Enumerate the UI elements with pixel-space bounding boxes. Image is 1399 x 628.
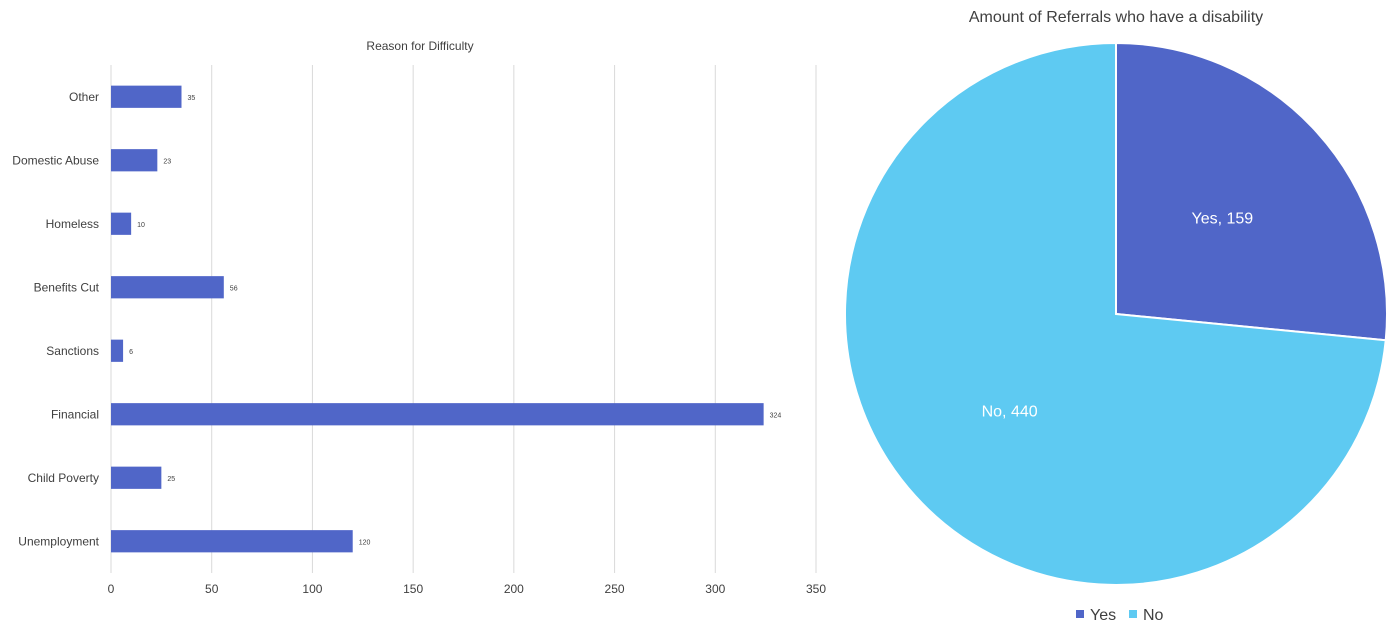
legend-label: No — [1143, 607, 1164, 624]
pie-slice-yes — [1115, 41, 1389, 342]
category-label: Other — [69, 90, 99, 104]
bar-value-label: 25 — [167, 476, 175, 483]
category-label: Child Poverty — [28, 471, 99, 485]
bar — [111, 403, 764, 426]
bar-value-label: 324 — [770, 412, 782, 419]
x-tick-label: 0 — [108, 582, 115, 596]
bar-category-labels: Other Domestic Abuse Homeless Benefits Cut S… — [12, 90, 99, 549]
pie-chart: Amount of Referrals who have a disabilit… — [844, 9, 1389, 624]
pie-data-labels: Yes, 159 No, 440 — [982, 210, 1254, 420]
pie-data-label: No, 440 — [982, 404, 1038, 421]
bar — [111, 466, 162, 489]
bar-gridlines — [110, 65, 817, 573]
pie-slices — [844, 41, 1389, 586]
bar-value-label: 23 — [163, 158, 171, 165]
category-label: Unemployment — [18, 534, 99, 548]
pie-legend: Yes No — [1076, 607, 1164, 624]
legend-swatch-yes — [1076, 610, 1084, 618]
bar — [111, 530, 353, 553]
bar-value-label: 56 — [230, 285, 238, 292]
category-label: Benefits Cut — [34, 280, 100, 294]
x-tick-label: 150 — [403, 582, 423, 596]
category-label: Financial — [51, 407, 99, 421]
bar-value-label: 10 — [137, 222, 145, 229]
x-tick-label: 200 — [504, 582, 524, 596]
bar — [111, 85, 182, 108]
bar — [111, 339, 124, 362]
category-label: Homeless — [46, 217, 99, 231]
category-label: Sanctions — [46, 344, 99, 358]
legend-label: Yes — [1090, 607, 1116, 624]
x-tick-label: 300 — [705, 582, 725, 596]
pie-chart-title: Amount of Referrals who have a disabilit… — [969, 9, 1263, 26]
pie-data-label: Yes, 159 — [1192, 210, 1254, 227]
x-tick-label: 100 — [302, 582, 322, 596]
legend-swatch-no — [1129, 610, 1137, 618]
x-tick-label: 250 — [605, 582, 625, 596]
bar — [111, 212, 132, 235]
bar-value-label: 120 — [359, 539, 371, 546]
bar-x-tick-labels: 0 50 100 150 200 250 300 350 — [108, 582, 827, 596]
category-label: Domestic Abuse — [12, 153, 99, 167]
x-tick-label: 50 — [205, 582, 219, 596]
x-tick-label: 350 — [806, 582, 826, 596]
bar-value-label: 35 — [188, 95, 196, 102]
bar — [111, 149, 158, 172]
bar-chart: Reason for Difficulty Other Domestic Abus… — [12, 39, 826, 596]
bar — [111, 276, 224, 299]
bar-value-label: 6 — [129, 349, 133, 356]
pie-slice-no — [844, 41, 1387, 586]
bar-data-labels: 35 23 10 56 6 324 25 120 — [129, 95, 781, 547]
bar-marks — [111, 85, 764, 553]
bar-chart-title: Reason for Difficulty — [366, 39, 473, 53]
